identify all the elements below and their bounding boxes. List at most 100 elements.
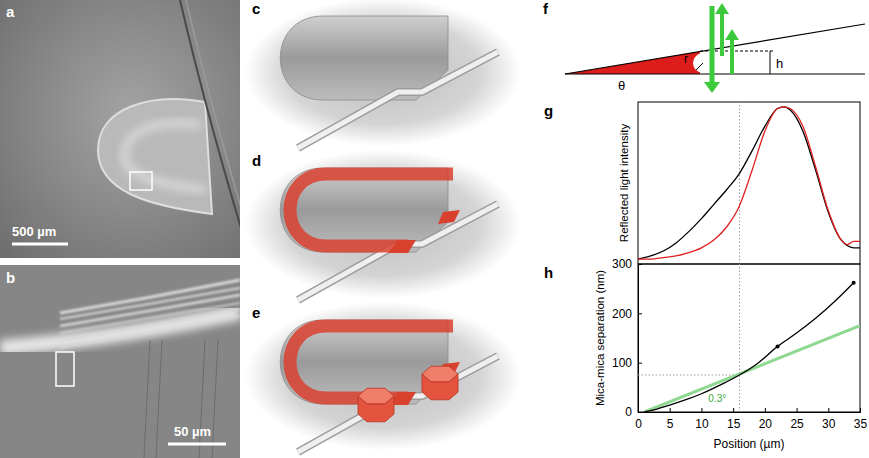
y-tick-mark	[638, 313, 642, 314]
crystal-top	[422, 366, 458, 382]
panel-letter: a	[6, 3, 15, 20]
plot-area	[638, 102, 860, 264]
scale-bar-label: 50 µm	[174, 424, 211, 439]
y-tick-label: 200	[612, 307, 632, 321]
scale-bar	[168, 443, 226, 446]
mica-step-edge	[186, 0, 240, 258]
y-axis: 0 100 200 300	[612, 257, 642, 419]
mica-step	[180, 0, 240, 258]
droplet-highlight	[124, 123, 205, 190]
x-tick-label: 35	[854, 417, 868, 431]
x-tick-mark	[828, 408, 829, 412]
reference-line-y	[638, 375, 739, 376]
panel-letter: c	[252, 0, 260, 17]
droplet	[98, 99, 212, 214]
y-tick-mark	[638, 412, 642, 413]
reflected-beam	[720, 12, 724, 56]
data-line	[638, 107, 860, 259]
panel-letter: e	[252, 304, 260, 321]
x-tick: 35	[854, 408, 868, 431]
x-axis: 0 5 10 15 20 25 30 35	[635, 408, 867, 431]
panel-a: 500 µm	[0, 0, 240, 258]
y-tick: 300	[612, 257, 642, 271]
panel-f: θ r h	[565, 3, 865, 93]
y-tick: 100	[612, 356, 642, 370]
y-axis-line	[639, 265, 643, 413]
panel-e: e	[245, 302, 521, 452]
y-tick-label: 100	[612, 356, 632, 370]
lower-surface	[565, 73, 865, 74]
plot-area	[638, 264, 860, 412]
scale-bar-label: 500 µm	[12, 224, 56, 239]
reference-line-x	[739, 264, 740, 412]
panel-letter: f	[543, 0, 549, 17]
mica-step	[298, 52, 498, 148]
x-tick-mark	[670, 408, 671, 412]
micrograph-background	[0, 265, 240, 458]
data-line	[644, 326, 860, 412]
x-tick-label: 30	[822, 417, 836, 431]
x-tick-mark	[765, 408, 766, 412]
data-line	[638, 107, 860, 259]
scratch	[199, 340, 205, 458]
x-tick: 15	[727, 408, 741, 431]
x-tick-mark	[797, 408, 798, 412]
x-tick-label: 15	[727, 417, 741, 431]
panel-letter: g	[544, 102, 553, 119]
x-tick-mark	[701, 408, 702, 412]
y-tick-mark	[638, 264, 642, 265]
fringe	[60, 309, 240, 341]
condensate-ring	[290, 174, 453, 246]
x-tick-label: 20	[759, 417, 773, 431]
x-tick: 20	[759, 408, 773, 431]
micrograph-background	[0, 0, 240, 258]
x-tick: 5	[667, 408, 674, 431]
reflected-beam	[730, 38, 734, 74]
x-tick-mark	[860, 408, 861, 412]
chart-h: 0510152025303501002003000.3°Position (µm…	[594, 257, 867, 451]
scratch	[212, 340, 218, 458]
figure: 500 µm a 50 µm b c de θ r h f Reflected light inte…	[0, 0, 869, 458]
y-tick-label: 0	[625, 405, 632, 419]
data-point	[776, 344, 780, 348]
panel-letter: b	[6, 269, 15, 286]
panel-d: d	[245, 150, 521, 300]
x-tick: 30	[822, 408, 836, 431]
panel-c: c	[245, 0, 521, 148]
reference-line-x	[739, 102, 740, 264]
y-tick-label: 300	[612, 257, 632, 271]
y-axis-title: Mica-mica separation (nm)	[594, 270, 606, 406]
condensate-end	[388, 240, 416, 253]
radius-label: r	[684, 52, 688, 66]
height-label: h	[776, 56, 783, 71]
x-tick-label: 25	[790, 417, 804, 431]
x-tick-mark	[733, 408, 734, 412]
data-line	[644, 283, 853, 412]
arrow-head	[725, 29, 739, 40]
panel-letter: h	[544, 264, 553, 281]
zoom-box	[130, 172, 152, 190]
arrow-head	[715, 3, 729, 14]
mica-step-face	[298, 52, 498, 148]
surface-shadow	[245, 150, 521, 298]
x-axis-title: Position (µm)	[714, 437, 785, 451]
condensate-end	[438, 210, 460, 224]
panel-b	[0, 265, 240, 458]
y-tick-mark	[638, 363, 642, 364]
y-axis-title: Reflected light intensity	[618, 124, 630, 243]
y-tick: 0	[625, 405, 642, 419]
fringe	[60, 303, 240, 333]
radius-marker	[696, 63, 703, 70]
light-beam	[710, 6, 715, 84]
data-point	[852, 281, 856, 285]
x-tick-label: 10	[695, 417, 709, 431]
upper-surface	[565, 24, 865, 74]
x-tick-label: 0	[635, 417, 642, 431]
angle-label: θ	[618, 78, 625, 93]
scale-bar	[12, 243, 68, 246]
plot-frame	[638, 264, 860, 412]
arrow-head	[704, 82, 720, 93]
scratch	[156, 340, 162, 458]
x-tick: 10	[695, 408, 709, 431]
x-tick-label: 5	[667, 417, 674, 431]
